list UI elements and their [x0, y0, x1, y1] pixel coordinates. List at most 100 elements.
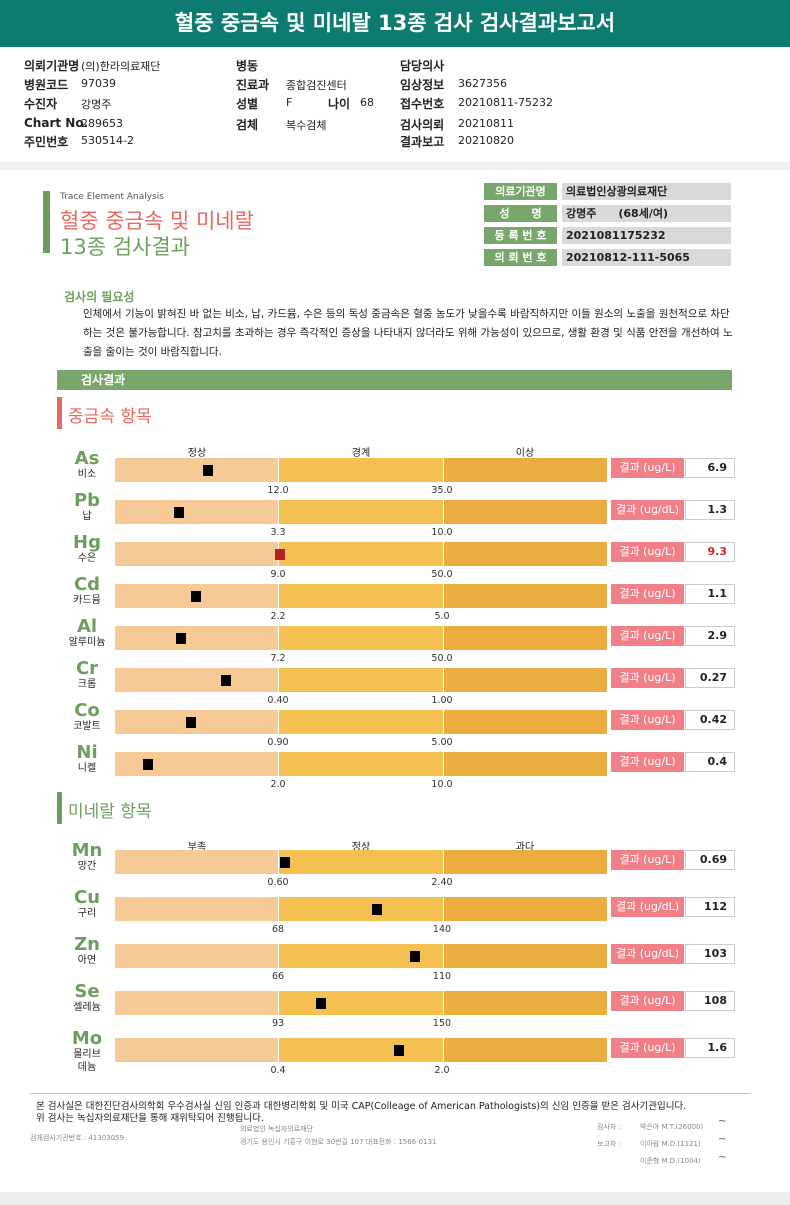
infobox-value: 2021081175232: [562, 227, 731, 244]
range-bar: [115, 500, 607, 524]
result-marker: [175, 633, 186, 644]
tick-label: 50.0: [431, 569, 453, 580]
info-value: F: [286, 96, 293, 109]
element-name: 납: [82, 511, 92, 522]
tick-label: 2.40: [431, 877, 453, 888]
result-value: 0.69: [685, 850, 735, 870]
element-name: 셀레늄: [73, 1002, 101, 1013]
range-segment: [443, 458, 607, 482]
range-bar: [115, 1038, 607, 1062]
tick-label: 10.0: [431, 527, 453, 538]
tick-label: 2.0: [270, 779, 286, 790]
range-bar: [115, 991, 607, 1015]
range-header: 과다: [515, 842, 535, 853]
report-heading-line2: 13종 검사결과: [60, 235, 190, 259]
info-label: 임상정보: [400, 78, 445, 92]
footer-cert: 본 검사실은 대한진단검사의학회 우수검사실 신임 인증과 대한병리학회 및 미…: [36, 1101, 687, 1112]
result-label: 결과 (ug/L): [611, 668, 684, 688]
range-segment: [279, 626, 444, 650]
tick-label: 93: [271, 1018, 285, 1029]
element-name: 몰리브 데늄: [73, 1049, 101, 1073]
info-label: 성별: [236, 97, 259, 111]
result-value: 0.42: [685, 710, 735, 730]
report-heading-line1: 혈중 중금속 및 미네랄: [60, 209, 254, 233]
result-value: 103: [685, 944, 735, 964]
info-label: 진료과: [236, 78, 270, 92]
footer-divider: [30, 1093, 750, 1094]
element-symbol: Zn: [74, 934, 100, 955]
info-value: 강명주: [81, 98, 112, 111]
result-marker: [372, 904, 383, 915]
range-segment: [443, 897, 607, 921]
mineral-section-title: 미네랄 항목: [68, 802, 152, 822]
result-marker: [185, 717, 196, 728]
range-segment: [443, 944, 607, 968]
result-value: 2.9: [685, 626, 735, 646]
tick-label: 140: [432, 924, 452, 935]
range-segment: [443, 752, 607, 776]
infobox-label: 의료기관명: [484, 183, 557, 200]
tick-label: 68: [271, 924, 285, 935]
age-label: 나이: [328, 97, 351, 111]
result-marker: [203, 465, 214, 476]
result-marker: [410, 951, 421, 962]
result-label: 결과 (ug/dL): [611, 897, 684, 917]
info-value: 20210811-75232: [458, 96, 553, 109]
element-name: 카드뮴: [73, 595, 101, 606]
range-segment: [443, 626, 607, 650]
element-symbol: Cu: [73, 887, 101, 908]
result-label: 결과 (ug/dL): [611, 944, 684, 964]
range-header: 부족: [187, 842, 207, 853]
range-segment: [115, 668, 280, 692]
result-label: 결과 (ug/L): [611, 584, 684, 604]
tick-label: 0.40: [267, 695, 289, 706]
result-marker: [221, 675, 232, 686]
range-segment: [279, 991, 444, 1015]
infobox-label: 등 록 번 호: [484, 227, 557, 244]
range-segment: [115, 752, 280, 776]
page-bottom: [0, 1192, 790, 1205]
footer-outsource: 위 검사는 녹십자의료재단을 통해 재위탁되어 진행됩니다.: [36, 1113, 264, 1124]
infobox-value: 의료법인상광의료재단: [562, 183, 731, 200]
infobox-label: 성 명: [484, 205, 557, 222]
range-bar: [115, 944, 607, 968]
tick-label: 0.60: [267, 877, 289, 888]
element-symbol: Mn: [71, 840, 103, 861]
info-label: 결과보고: [400, 135, 445, 149]
element-symbol: Al: [76, 616, 98, 637]
range-segment: [115, 991, 280, 1015]
range-header: 이상: [515, 448, 535, 459]
result-label: 결과 (ug/L): [611, 991, 684, 1011]
result-marker: [173, 507, 184, 518]
info-value: 종합검진센터: [286, 79, 347, 92]
range-segment: [443, 991, 607, 1015]
range-segment: [115, 626, 280, 650]
result-label: 결과 (ug/L): [611, 850, 684, 870]
tick-label: 7.2: [270, 653, 286, 664]
info-label: 담당의사: [400, 59, 445, 73]
tick-label: 12.0: [267, 485, 289, 496]
element-name: 알루미늄: [68, 637, 106, 648]
result-marker: [393, 1045, 404, 1056]
range-segment: [279, 668, 444, 692]
tick-label: 2.0: [434, 1065, 450, 1076]
range-segment: [279, 584, 444, 608]
range-segment: [279, 752, 444, 776]
range-segment: [115, 542, 280, 566]
element-name: 크롬: [77, 679, 97, 690]
tick-label: 0.4: [270, 1065, 286, 1076]
result-label: 결과 (ug/L): [611, 458, 684, 478]
result-marker: [316, 998, 327, 1009]
infobox-value: 강명주 (68세/여): [562, 205, 731, 222]
range-segment: [443, 542, 607, 566]
range-segment: [279, 897, 444, 921]
result-value: 1.6: [685, 1038, 735, 1058]
tick-label: 66: [271, 971, 285, 982]
staff-name: 박은아 M.T.(26000): [640, 1123, 704, 1131]
staff-role: 보고자 :: [597, 1140, 621, 1148]
result-marker: [142, 759, 153, 770]
range-header: 정상: [187, 448, 207, 459]
element-name: 비소: [77, 469, 97, 480]
element-name: 망간: [77, 861, 97, 872]
staff-name: 이준형 M.D.(1004): [640, 1157, 701, 1165]
